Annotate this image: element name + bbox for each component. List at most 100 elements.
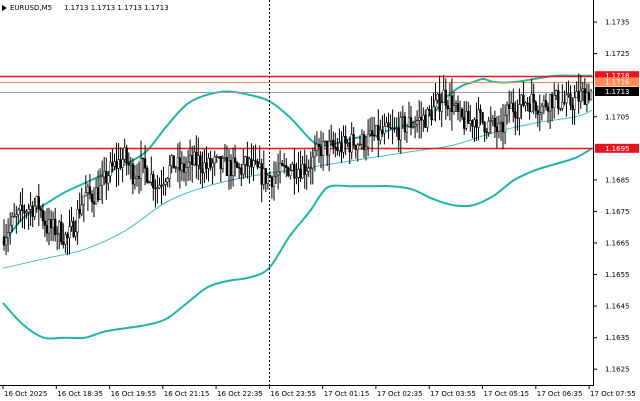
candle-body bbox=[281, 163, 284, 166]
horizontal-levels bbox=[0, 75, 593, 150]
candle-body bbox=[287, 167, 290, 176]
candle-body bbox=[109, 162, 112, 177]
candle-body bbox=[152, 174, 155, 189]
candle-body bbox=[299, 169, 302, 179]
price-tag-level bbox=[595, 143, 639, 153]
candle-body bbox=[160, 185, 163, 187]
x-tick-label: 16 Oct 19:55 bbox=[111, 390, 157, 398]
candle-body bbox=[170, 155, 173, 166]
candle-body bbox=[135, 175, 139, 179]
candle-body bbox=[125, 147, 128, 164]
candle-body bbox=[561, 102, 564, 109]
y-tick-label: 1.1625 bbox=[605, 366, 630, 374]
candle-body bbox=[62, 241, 65, 245]
candle-body bbox=[207, 157, 210, 169]
candle-body bbox=[291, 163, 294, 171]
y-tick-label: 1.1665 bbox=[605, 240, 630, 248]
candle-body bbox=[195, 151, 198, 166]
candle-body bbox=[340, 142, 343, 153]
candle-body bbox=[473, 119, 476, 127]
candle-body bbox=[146, 167, 149, 183]
candle-body bbox=[223, 157, 227, 159]
candle-body bbox=[19, 204, 22, 211]
candle-body bbox=[530, 94, 533, 112]
candle-body bbox=[358, 143, 362, 146]
candle-body bbox=[250, 158, 253, 168]
candle-body bbox=[395, 127, 398, 130]
candle-body bbox=[305, 170, 308, 175]
candle-body bbox=[156, 187, 159, 189]
candle-body bbox=[381, 129, 384, 134]
candle-body bbox=[105, 171, 108, 184]
candle-body bbox=[512, 102, 515, 113]
candle-body bbox=[458, 108, 462, 112]
price-tag-bid bbox=[595, 87, 639, 96]
candle-body bbox=[420, 116, 423, 121]
candle-body bbox=[432, 106, 435, 121]
candle-body bbox=[540, 105, 544, 113]
y-tick-label: 1.1705 bbox=[605, 113, 630, 121]
candle-body bbox=[409, 117, 413, 128]
candle-body bbox=[68, 226, 71, 239]
price-tag-ask bbox=[595, 77, 639, 87]
candle-body bbox=[313, 150, 317, 158]
y-tick-label: 1.1725 bbox=[605, 50, 630, 58]
candle-body bbox=[467, 111, 470, 124]
y-tick-label: 1.1635 bbox=[605, 334, 630, 342]
candle-body bbox=[463, 116, 466, 129]
candle-body bbox=[127, 162, 130, 166]
candle-body bbox=[550, 94, 554, 109]
candle-body bbox=[27, 209, 30, 213]
candle-body bbox=[121, 159, 124, 168]
candle-body bbox=[176, 157, 180, 168]
candle-body bbox=[352, 134, 355, 146]
candle-body bbox=[219, 156, 222, 170]
candle-body bbox=[141, 157, 145, 160]
candle-body bbox=[242, 164, 245, 175]
candle-body bbox=[332, 139, 335, 148]
price-tag-label: 1.1713 bbox=[605, 88, 630, 96]
candle-body bbox=[418, 116, 421, 121]
candle-body bbox=[319, 146, 323, 157]
candle-body bbox=[397, 127, 400, 141]
candle-body bbox=[180, 163, 184, 171]
candle-body bbox=[162, 184, 165, 187]
candle-body bbox=[465, 111, 468, 129]
candle-body bbox=[295, 177, 298, 179]
candle-body bbox=[78, 209, 81, 215]
candle-body bbox=[84, 192, 87, 197]
candle-body bbox=[450, 95, 454, 112]
candle-body bbox=[346, 142, 349, 144]
candle-body bbox=[41, 210, 45, 222]
candle-body bbox=[113, 161, 116, 167]
candle-body bbox=[51, 218, 55, 229]
x-tick-label: 17 Oct 06:35 bbox=[537, 390, 583, 398]
candle-body bbox=[518, 104, 521, 119]
candle-body bbox=[43, 220, 47, 226]
price-tag-label: 1.1695 bbox=[605, 145, 630, 153]
candle-body bbox=[538, 112, 541, 115]
candle-body bbox=[479, 109, 482, 113]
candle-body bbox=[74, 231, 77, 237]
candle-body bbox=[481, 112, 484, 123]
candle-body bbox=[205, 162, 208, 169]
candle-body bbox=[387, 122, 390, 128]
candle-body bbox=[270, 176, 274, 187]
candle-body bbox=[203, 162, 206, 174]
candle-body bbox=[403, 116, 407, 133]
bollinger-upper-band bbox=[2, 74, 592, 244]
candle-body bbox=[11, 216, 14, 226]
x-tick-label: 17 Oct 07:55 bbox=[590, 390, 636, 398]
candle-body bbox=[360, 134, 364, 145]
candle-body bbox=[166, 178, 169, 183]
candle-body bbox=[229, 160, 233, 176]
candle-body bbox=[248, 158, 251, 167]
candle-body bbox=[86, 186, 90, 193]
candle-body bbox=[82, 195, 85, 206]
candle-body bbox=[66, 234, 69, 238]
candle-body bbox=[442, 89, 445, 104]
candle-body bbox=[35, 196, 38, 207]
candle-body bbox=[215, 156, 218, 158]
candle-body bbox=[103, 171, 106, 178]
